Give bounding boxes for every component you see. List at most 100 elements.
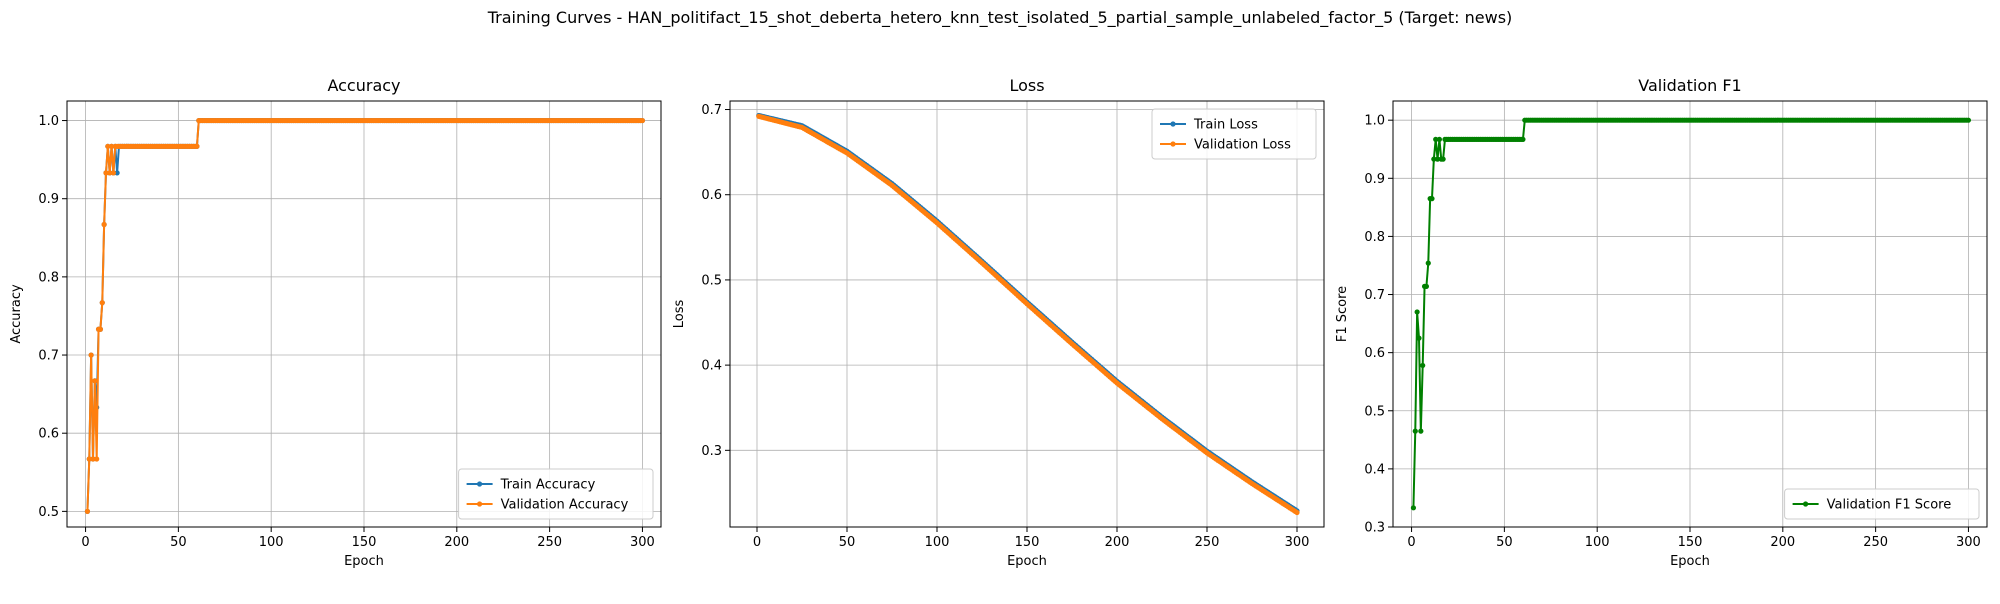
data-point [101,221,107,228]
series-line-1 [86,119,643,512]
x-axis-label: Epoch [1670,554,1710,569]
x-tick-label: 150 [1015,535,1040,550]
subplot-title: Validation F1 [1638,76,1741,95]
x-tick-label: 50 [1496,535,1513,550]
y-tick-label: 0.9 [1364,172,1385,187]
data-point [1414,309,1420,315]
legend: Train Loss Validation Loss [1151,108,1317,160]
plot-frame [729,100,1325,528]
data-point [94,456,100,462]
legend: Validation F1 Score [1784,488,1980,520]
chart-0: 0 50 100 150 200 250 300 0.5 0.6 0.7 0.8 0.9 1.0 Accu… [9,76,662,569]
x-tick-label: 150 [352,535,377,550]
series-line-0 [758,114,1298,512]
data-point [103,170,109,176]
y-tick-label: 0.7 [1364,288,1385,303]
series-markers-1 [756,113,1300,516]
data-point [108,143,115,149]
data-point [1965,117,1972,123]
x-tick-label: 300 [1285,535,1310,550]
data-point [86,456,92,462]
data-point [1434,156,1441,162]
legend-swatch-marker [1170,121,1176,127]
y-tick-label: 0.5 [701,273,722,288]
y-tick-label: 0.4 [1364,462,1385,477]
legend-swatch-marker [477,481,483,487]
x-tick-label: 300 [630,535,655,550]
series-markers-0 [756,112,1300,514]
data-point [1410,505,1417,511]
legend-box [1151,108,1317,160]
x-tick-label: 100 [925,535,950,550]
data-point [1420,362,1426,369]
plot-frame [1392,100,1988,528]
y-tick-label: 0.7 [701,103,722,118]
y-tick-label: 0.9 [38,192,59,207]
series-line-0 [86,119,643,512]
data-point [1416,335,1422,341]
data-point [639,117,646,124]
x-tick-label: 0 [753,535,761,550]
data-point [84,508,91,514]
x-tick-label: 300 [1956,535,1981,550]
x-tick-label: 100 [1585,535,1610,550]
data-point [92,378,98,384]
plot-frame [66,100,662,528]
subplot-title: Loss [1009,76,1044,95]
data-point [1433,136,1439,142]
data-point [1429,196,1435,202]
data-point [105,143,111,149]
data-point [110,170,117,176]
data-point [97,326,104,332]
series-markers-1 [84,117,646,514]
data-point [88,352,94,358]
x-tick-label: 150 [1678,535,1703,550]
x-tick-label: 250 [1863,535,1888,550]
series-line-1 [758,115,1298,514]
y-axis-label: F1 Score [1335,286,1350,342]
data-point [1423,283,1430,289]
x-tick-label: 200 [1105,535,1130,550]
data-point [114,170,120,176]
y-axis-label: Accuracy [9,284,24,344]
data-point [90,456,96,462]
legend-swatch-marker [477,501,483,507]
data-point [1412,428,1418,434]
data-point [1425,260,1431,266]
x-axis-label: Epoch [344,554,384,569]
legend-box [1784,488,1980,520]
data-point [107,170,113,176]
data-point [1431,156,1437,162]
y-tick-label: 1.0 [38,114,59,129]
x-tick-label: 200 [444,535,469,550]
x-tick-label: 200 [1770,535,1795,550]
legend-label: Train Accuracy [500,478,596,493]
y-tick-label: 0.6 [701,188,722,203]
y-tick-label: 1.0 [1364,114,1385,129]
chart-1: 0 50 100 150 200 250 300 0.3 0.4 0.5 0.6 0.7 Loss Epo… [672,76,1325,569]
y-tick-label: 0.3 [701,444,722,459]
y-tick-label: 0.8 [1364,230,1385,245]
x-axis-label: Epoch [1007,554,1047,569]
x-tick-label: 250 [1195,535,1220,550]
legend-label: Validation Loss [1194,138,1291,153]
x-tick-label: 50 [839,535,856,550]
series-markers-0 [84,117,646,514]
x-tick-label: 250 [537,535,562,550]
legend-swatch-marker [1170,141,1176,147]
series-markers-0 [1410,117,1972,511]
y-tick-label: 0.5 [38,505,59,520]
subplot-title: Accuracy [327,76,400,95]
y-tick-label: 0.6 [38,427,59,442]
legend-swatch-marker [1803,501,1809,507]
y-tick-label: 0.6 [1364,346,1385,361]
legend-label: Validation Accuracy [501,498,629,513]
x-tick-label: 0 [1407,535,1415,550]
y-tick-label: 0.8 [38,270,59,285]
legend: Train Accuracy Validation Accuracy [458,468,654,520]
x-tick-label: 0 [81,535,89,550]
data-point [1436,136,1443,142]
y-tick-label: 0.4 [701,359,722,374]
